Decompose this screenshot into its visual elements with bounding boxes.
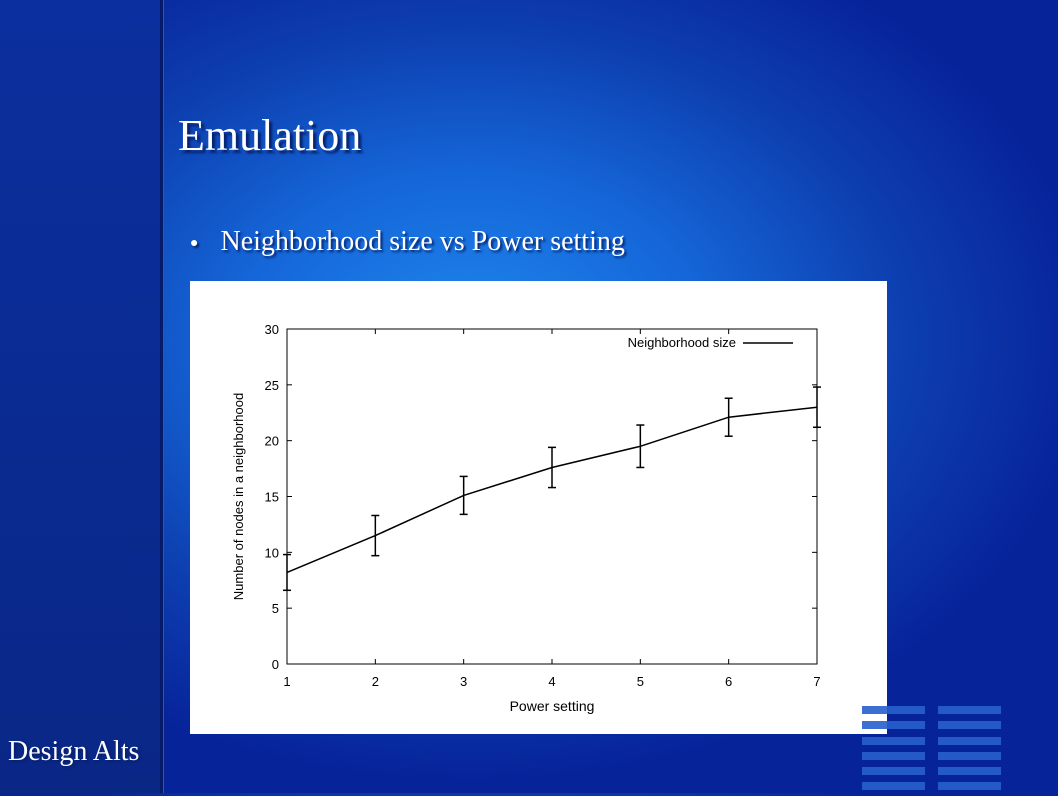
x-tick-label: 4: [548, 674, 555, 689]
bullet-item: ● Neighborhood size vs Power setting: [190, 226, 625, 258]
y-tick-label: 10: [265, 545, 279, 560]
x-axis-label: Power setting: [510, 698, 595, 714]
side-divider: [160, 0, 163, 793]
x-tick-label: 3: [460, 674, 467, 689]
series-line: [286, 406, 818, 574]
chart-panel: 1 2 3 4 5 6 7 0 5 10 15 20 25 30 Power setting Number o…: [190, 281, 887, 734]
plot-frame: [286, 328, 818, 665]
y-tick-label: 30: [265, 322, 279, 337]
y-tick-label: 25: [265, 378, 279, 393]
footer-label: Design Alts: [8, 736, 140, 767]
y-tick-label: 0: [272, 657, 279, 672]
legend-label: Neighborhood size: [628, 335, 736, 350]
bullet-text: Neighborhood size vs Power setting: [220, 226, 625, 257]
y-tick-label: 20: [265, 434, 279, 449]
y-axis-label: Number of nodes in a neighborhood: [231, 393, 246, 600]
x-tick-label: 1: [283, 674, 290, 689]
x-tick-label: 2: [372, 674, 379, 689]
x-tick-label: 6: [725, 674, 732, 689]
round-bullet-icon: ●: [190, 236, 199, 251]
x-tick-label: 5: [637, 674, 644, 689]
y-tick-label: 5: [272, 601, 279, 616]
stripes-decoration-icon: [862, 706, 1002, 796]
y-tick-label: 15: [265, 490, 279, 505]
line-chart: 1 2 3 4 5 6 7 0 5 10 15 20 25 30 Power setting Number o…: [231, 322, 821, 714]
side-panel: [0, 0, 160, 793]
x-tick-label: 7: [813, 674, 820, 689]
slide-title: Emulation: [178, 111, 362, 160]
